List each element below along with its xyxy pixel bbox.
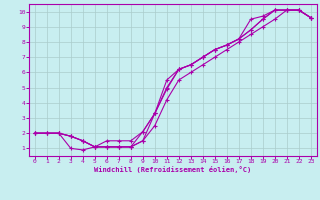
- X-axis label: Windchill (Refroidissement éolien,°C): Windchill (Refroidissement éolien,°C): [94, 166, 252, 173]
